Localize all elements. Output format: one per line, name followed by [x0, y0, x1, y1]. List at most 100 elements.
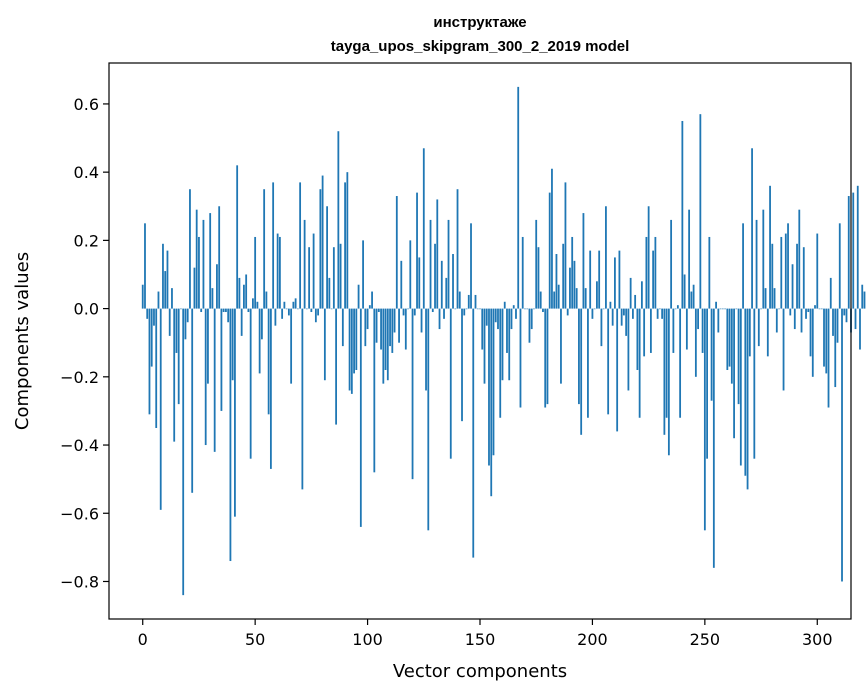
bar-54: [263, 189, 266, 309]
bar-13: [171, 288, 173, 309]
bar-210: [614, 257, 616, 309]
bar-300: [816, 233, 819, 309]
bar-156: [492, 308, 495, 456]
bar-244: [690, 291, 693, 309]
bar-266: [739, 308, 742, 466]
bar-222: [640, 281, 643, 309]
bar-53: [261, 308, 263, 340]
bar-41: [234, 308, 236, 517]
bar-51: [256, 301, 259, 309]
bar-230: [658, 308, 661, 310]
bar-255: [715, 301, 717, 309]
bar-139: [454, 308, 457, 310]
bar-48: [249, 308, 252, 459]
bar-183: [553, 291, 556, 309]
bar-32: [213, 308, 216, 452]
bar-64: [285, 308, 288, 310]
bar-42: [236, 165, 239, 309]
bar-62: [281, 308, 284, 319]
bar-214: [623, 308, 625, 316]
bar-26: [200, 308, 203, 313]
bar-239: [679, 308, 682, 418]
bar-207: [607, 308, 610, 415]
bar-129: [431, 308, 434, 313]
bar-168: [519, 308, 522, 408]
bar-157: [494, 308, 497, 323]
bar-74: [308, 247, 311, 309]
bar-77: [314, 308, 317, 323]
y-tick-label-1: −0.6: [60, 504, 99, 523]
bar-216: [627, 308, 630, 391]
chart-title: инструктаже: [433, 14, 526, 31]
bar-150: [479, 308, 481, 310]
bar-131: [436, 199, 439, 309]
bar-282: [775, 308, 778, 333]
bar-223: [643, 308, 646, 357]
bar-175: [535, 219, 538, 309]
bar-287: [787, 223, 789, 309]
bar-109: [386, 308, 389, 381]
bar-319: [859, 308, 861, 350]
bar-49: [252, 298, 254, 309]
x-axis: 0 50 100 150 200 250 300: [138, 619, 833, 649]
bar-212: [618, 250, 621, 309]
bar-218: [632, 308, 634, 319]
bar-4: [150, 308, 153, 367]
bar-166: [515, 308, 517, 319]
bar-259: [724, 308, 726, 310]
bar-242: [685, 308, 688, 350]
bar-206: [605, 206, 607, 309]
bar-6: [155, 308, 158, 428]
y-axis-label: Components values: [12, 252, 33, 430]
bar-187: [562, 243, 565, 309]
bar-252: [708, 236, 711, 309]
bar-106: [380, 308, 382, 350]
bar-145: [467, 294, 470, 309]
bar-320: [861, 284, 864, 309]
bar-174: [533, 308, 535, 310]
bar-254: [712, 308, 715, 568]
bar-288: [789, 308, 792, 316]
bar-276: [762, 209, 765, 309]
bar-117: [404, 308, 407, 350]
bar-236: [672, 308, 675, 353]
bar-78: [317, 308, 320, 316]
bar-247: [697, 308, 699, 330]
bar-133: [440, 260, 443, 309]
bar-286: [784, 233, 787, 309]
bar-240: [681, 120, 684, 309]
bar-306: [829, 277, 832, 309]
bar-75: [310, 308, 313, 313]
bar-226: [649, 308, 652, 353]
bar-5: [153, 308, 155, 326]
bar-253: [710, 308, 713, 401]
bar-280: [771, 243, 774, 309]
bar-269: [746, 308, 749, 490]
y-tick-label-6: 0.4: [74, 163, 99, 182]
bar-61: [278, 236, 281, 309]
bar-307: [832, 308, 834, 336]
bar-34: [218, 206, 221, 309]
bar-17: [180, 308, 182, 310]
bar-20: [186, 308, 189, 323]
bar-279: [769, 185, 771, 309]
y-tick-label-2: −0.4: [60, 436, 99, 455]
bar-79: [319, 189, 322, 309]
bar-196: [582, 213, 585, 309]
bar-134: [443, 308, 445, 319]
bar-211: [616, 308, 619, 432]
bar-146: [470, 223, 472, 309]
bar-43: [238, 277, 241, 309]
bar-126: [425, 308, 427, 391]
bar-70: [299, 182, 302, 309]
x-axis-label: Vector components: [393, 661, 567, 682]
bar-10: [164, 271, 167, 309]
bar-67: [292, 301, 295, 309]
bar-99: [364, 308, 367, 347]
bar-11: [166, 250, 169, 309]
y-tick-label-5: 0.2: [74, 231, 99, 250]
chart-subtitle: tayga_upos_skipgram_300_2_2019 model: [331, 38, 630, 55]
bar-194: [578, 308, 580, 405]
bar-58: [272, 182, 275, 309]
bar-72: [303, 219, 306, 309]
